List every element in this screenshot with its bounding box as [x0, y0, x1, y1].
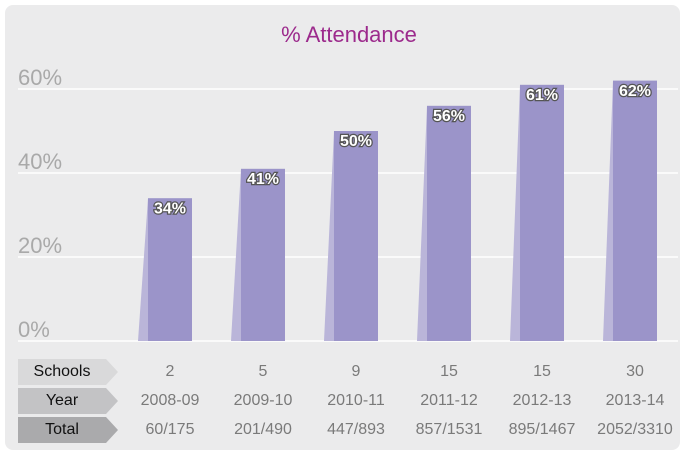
y-tick-label: 40% — [18, 149, 62, 174]
bar — [613, 80, 657, 341]
x-tick-label: 2009-10 — [234, 392, 293, 409]
bar-shadow — [603, 80, 613, 341]
value-label: 61% — [526, 87, 558, 104]
row-label-box — [18, 417, 118, 443]
bar — [334, 131, 378, 341]
table-cell: 201/490 — [234, 421, 292, 438]
table-cell: 2 — [166, 363, 175, 380]
row-label-box — [18, 388, 118, 414]
bar — [520, 84, 564, 342]
value-label: 50% — [340, 133, 372, 150]
value-label: 34% — [154, 200, 186, 217]
table-cell: 857/1531 — [416, 421, 483, 438]
bar-shadow — [138, 198, 148, 341]
bar-shadow — [231, 168, 241, 341]
y-tick-label: 60% — [18, 65, 62, 90]
x-tick-label: 2012-13 — [513, 392, 572, 409]
y-tick-label: 20% — [18, 233, 62, 258]
row-label-box — [18, 359, 118, 385]
x-tick-label: 2011-12 — [420, 392, 478, 409]
y-tick-label: 0% — [18, 317, 50, 342]
x-tick-label: 2010-11 — [327, 392, 385, 409]
table-cell: 5 — [259, 363, 268, 380]
table-cell: 9 — [352, 363, 361, 380]
table-cell: 15 — [440, 363, 458, 380]
row-label: Total — [45, 421, 79, 438]
value-label: 56% — [433, 108, 465, 125]
bar — [148, 198, 192, 341]
bar-shadow — [510, 84, 520, 342]
x-tick-label: 2013-14 — [606, 392, 665, 409]
table-cell: 2052/3310 — [597, 421, 673, 438]
table-cell: 15 — [533, 363, 551, 380]
bar-shadow — [324, 131, 334, 341]
value-label: 62% — [619, 83, 651, 100]
x-tick-label: 2008-09 — [141, 392, 200, 409]
bar-shadow — [417, 105, 427, 341]
table-cell: 447/893 — [327, 421, 385, 438]
row-label: Schools — [34, 363, 91, 380]
value-label: 41% — [247, 171, 279, 188]
row-label: Year — [46, 392, 79, 409]
table-cell: 60/175 — [146, 421, 195, 438]
table-cell: 895/1467 — [509, 421, 576, 438]
bar — [427, 105, 471, 341]
chart-title: % Attendance — [281, 22, 417, 47]
bar — [241, 168, 285, 341]
table-cell: 30 — [626, 363, 644, 380]
